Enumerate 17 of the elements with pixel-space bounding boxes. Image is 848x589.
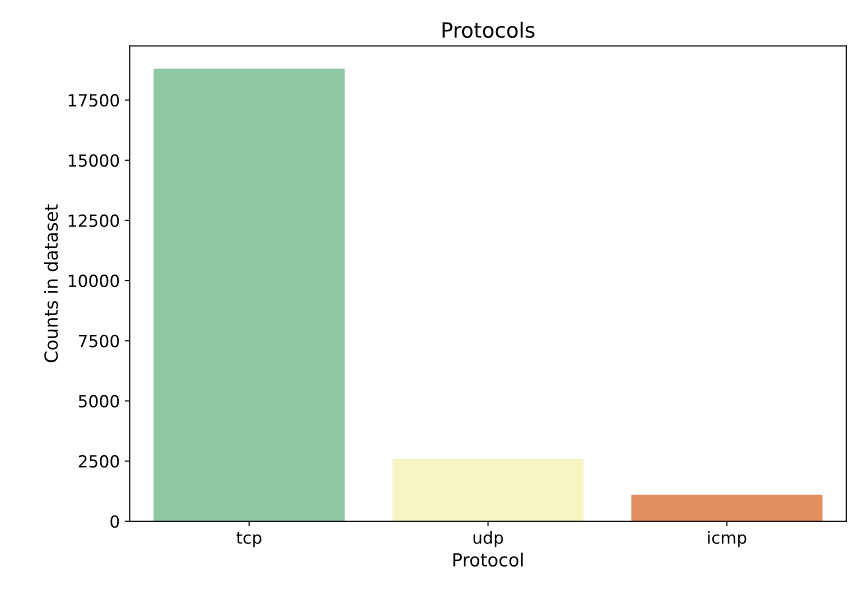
y-tick-label: 0	[110, 515, 119, 528]
y-tick-label: 5000	[78, 394, 119, 408]
y-tick-label: 10000	[68, 274, 119, 288]
chart-title: Protocols	[442, 22, 534, 38]
bar	[392, 458, 584, 522]
y-tick-label: 12500	[68, 214, 119, 227]
y-tick-label: 17500	[68, 94, 119, 107]
x-axis-title: Protocol	[453, 552, 523, 567]
x-tick-label: udp	[474, 530, 503, 548]
y-tick-label: 15000	[68, 154, 119, 167]
y-tick-label: 7500	[78, 334, 119, 348]
y-tick-label: 2500	[78, 455, 119, 468]
x-tick-label: tcp	[236, 532, 262, 548]
bar	[631, 494, 822, 522]
bar	[154, 68, 345, 522]
y-axis-title: Counts in dataset	[44, 204, 58, 362]
x-tick-label: icmp	[708, 530, 746, 548]
